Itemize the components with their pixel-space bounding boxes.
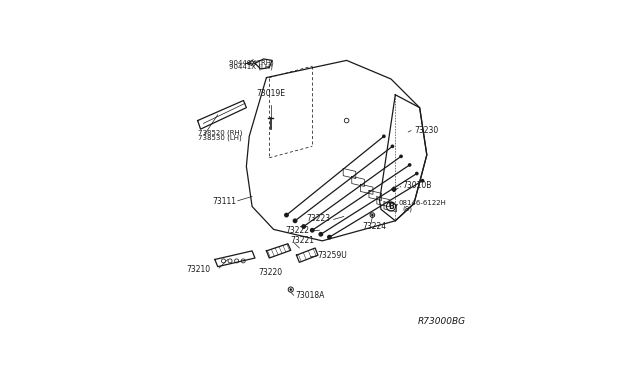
Text: 73210: 73210 bbox=[186, 265, 211, 274]
Text: 73018A: 73018A bbox=[295, 291, 324, 300]
Text: 90441X (LH): 90441X (LH) bbox=[229, 64, 273, 70]
Circle shape bbox=[319, 232, 323, 236]
Text: R73000BG: R73000BG bbox=[417, 317, 465, 326]
Text: 73224: 73224 bbox=[362, 222, 387, 231]
Text: 73221: 73221 bbox=[291, 236, 315, 246]
Text: 90440X (RH): 90440X (RH) bbox=[229, 59, 274, 65]
Text: 08146-6122H: 08146-6122H bbox=[398, 200, 446, 206]
Circle shape bbox=[391, 145, 394, 147]
Text: 73223: 73223 bbox=[307, 214, 331, 223]
Text: B: B bbox=[388, 202, 394, 211]
Circle shape bbox=[383, 135, 385, 137]
Text: 738520 (RH): 738520 (RH) bbox=[198, 129, 242, 136]
Circle shape bbox=[293, 219, 297, 222]
Polygon shape bbox=[392, 187, 396, 192]
Text: 73010B: 73010B bbox=[402, 182, 431, 190]
Text: 73019E: 73019E bbox=[257, 89, 285, 98]
Text: 73230: 73230 bbox=[414, 126, 438, 135]
Text: 73259U: 73259U bbox=[317, 251, 347, 260]
Circle shape bbox=[372, 215, 373, 216]
Circle shape bbox=[400, 155, 402, 157]
Text: 73111: 73111 bbox=[212, 197, 236, 206]
Circle shape bbox=[408, 164, 411, 166]
Circle shape bbox=[415, 172, 418, 175]
Circle shape bbox=[421, 180, 424, 182]
Text: (8): (8) bbox=[402, 205, 412, 212]
Circle shape bbox=[290, 289, 291, 290]
Text: 73222: 73222 bbox=[285, 226, 309, 235]
Circle shape bbox=[328, 235, 331, 239]
Text: 73220: 73220 bbox=[259, 268, 283, 277]
Circle shape bbox=[285, 214, 288, 217]
Circle shape bbox=[302, 225, 305, 228]
Text: 738530 (LH): 738530 (LH) bbox=[198, 135, 241, 141]
Circle shape bbox=[310, 228, 314, 232]
